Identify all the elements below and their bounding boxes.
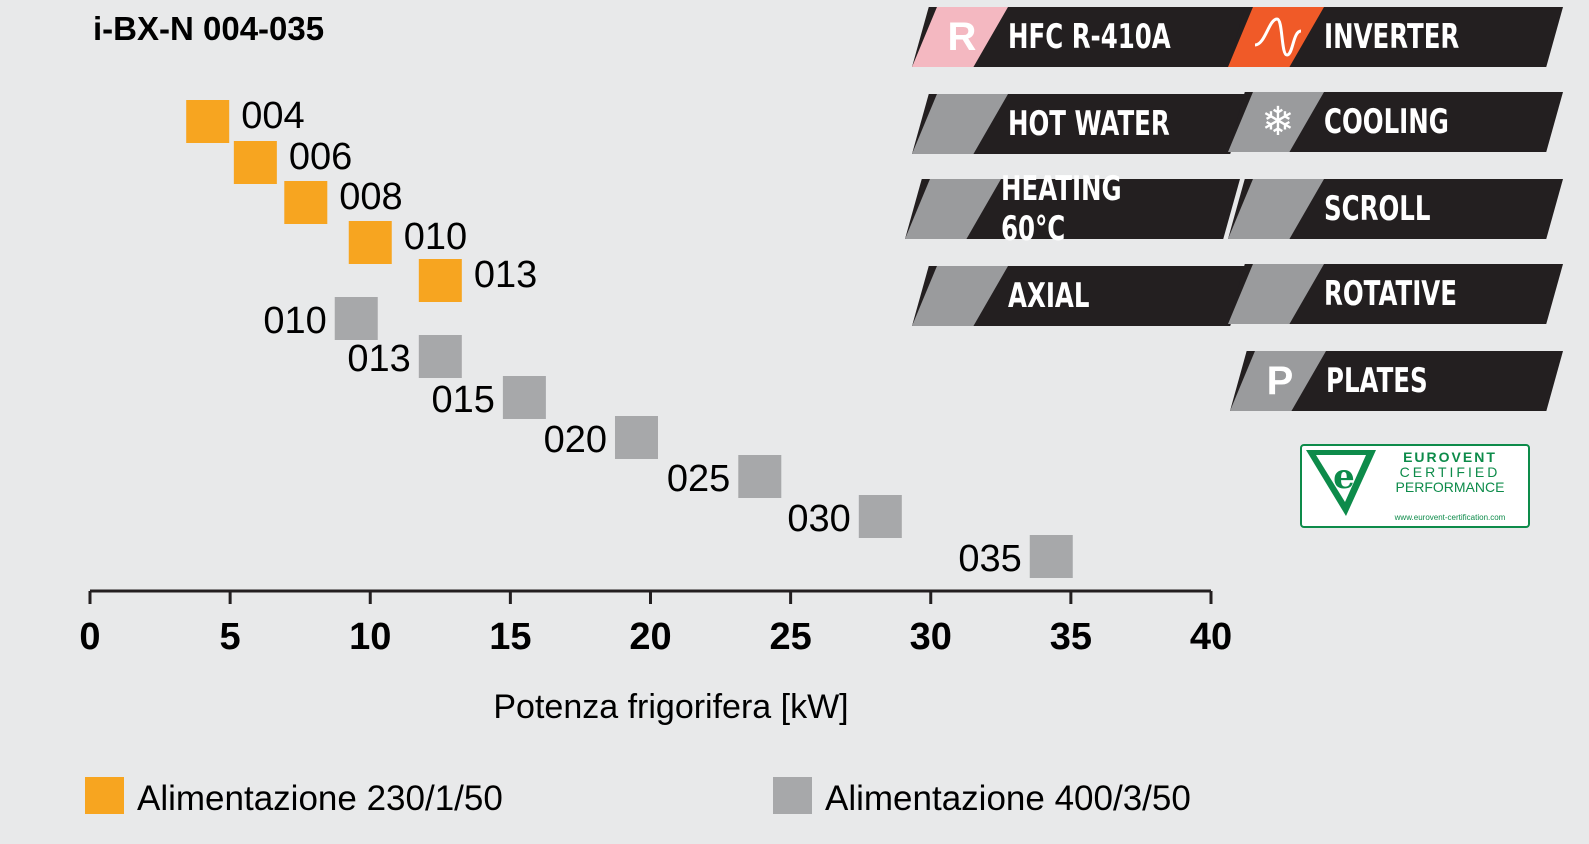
plates-p-icon-glyph: P <box>1266 358 1294 403</box>
flame-60-icon-glyph <box>923 179 987 239</box>
legend: Alimentazione 230/1/50 Alimentazione 400/… <box>85 777 1191 818</box>
marker-label-400v-025: 025 <box>667 458 730 500</box>
x-axis-label: Potenza frigorifera [kW] <box>493 688 848 726</box>
badge-label: PLATES <box>1326 361 1428 401</box>
x-tick-label: 35 <box>1050 616 1092 658</box>
marker-400v-035 <box>1029 535 1073 578</box>
marker-400v-025 <box>738 455 782 498</box>
badge-label: HEATING 60°C <box>1001 169 1122 249</box>
eurovent-e-icon: e <box>1333 457 1355 497</box>
x-tick-label: 25 <box>769 616 811 658</box>
eurovent-line2: CERTIFIED <box>1400 464 1501 480</box>
badge-label: ROTATIVE <box>1324 274 1457 314</box>
marker-label-400v-020: 020 <box>544 419 607 461</box>
badge-heating-60-c: HEATING 60°C <box>905 169 1240 249</box>
legend-label-1: Alimentazione 400/3/50 <box>825 779 1191 818</box>
inverter-wave-icon-glyph <box>1246 7 1310 67</box>
badge-label: INVERTER <box>1324 17 1460 57</box>
r-refrigerant-icon-glyph: R <box>947 14 977 59</box>
marker-label-230v-010: 010 <box>404 216 467 258</box>
chart-title: i-BX-N 004-035 <box>93 10 324 47</box>
shower-icon-glyph <box>930 94 994 154</box>
eurovent-line1: EUROVENT <box>1403 449 1497 465</box>
marker-label-230v-013: 013 <box>474 254 537 296</box>
badge-axial: AXIAL <box>912 266 1247 326</box>
badge-label: SCROLL <box>1324 189 1431 229</box>
x-tick-label: 0 <box>79 616 100 658</box>
marker-label-400v-015: 015 <box>431 379 494 421</box>
badge-hot-water: HOT WATER <box>912 94 1247 154</box>
x-tick-label: 15 <box>489 616 531 658</box>
x-tick-label: 10 <box>349 616 391 658</box>
eurovent-line3: PERFORMANCE <box>1396 479 1505 495</box>
x-tick-label: 30 <box>910 616 952 658</box>
marker-400v-020 <box>614 416 658 459</box>
marker-400v-015 <box>502 376 546 419</box>
marker-label-400v-030: 030 <box>787 498 850 540</box>
rotative-icon-glyph <box>1246 264 1310 324</box>
marker-400v-013 <box>418 335 462 378</box>
spiral-icon-glyph <box>1246 179 1310 239</box>
badge-hfc-r-410a: R HFC R-410A <box>912 7 1247 67</box>
snowflake-icon-glyph: ❄ <box>1261 100 1295 144</box>
marker-label-230v-006: 006 <box>289 136 352 178</box>
eurovent-certified-logo: e EUROVENT CERTIFIED PERFORMANCE www.eur… <box>1300 444 1530 528</box>
badge-label: HOT WATER <box>1008 104 1170 144</box>
marker-230v-004 <box>186 100 230 143</box>
badge-cooling: ❄ COOLING <box>1228 92 1563 152</box>
badge-label: AXIAL <box>1008 276 1090 316</box>
marker-label-400v-010: 010 <box>263 300 326 342</box>
badge-rotative: ROTATIVE <box>1228 264 1563 324</box>
badge-plates: P PLATES <box>1230 351 1563 411</box>
x-tick-label: 5 <box>220 616 241 658</box>
marker-label-400v-035: 035 <box>958 538 1021 580</box>
badge-scroll: SCROLL <box>1228 179 1563 239</box>
eurovent-url: www.eurovent-certification.com <box>1394 513 1506 522</box>
marker-label-230v-004: 004 <box>241 95 304 137</box>
marker-400v-010 <box>334 297 378 340</box>
badge-label: COOLING <box>1324 102 1449 142</box>
marker-label-230v-008: 008 <box>339 176 402 218</box>
marker-230v-013 <box>418 259 462 302</box>
marker-label-400v-013: 013 <box>347 338 410 380</box>
axial-fan-icon-glyph <box>930 266 994 326</box>
legend-swatch-0 <box>85 777 124 814</box>
marker-400v-030 <box>858 495 902 538</box>
x-tick-label: 40 <box>1190 616 1232 658</box>
x-tick-label: 20 <box>629 616 671 658</box>
legend-swatch-1 <box>773 777 812 814</box>
badge-label: HFC R-410A <box>1008 17 1171 57</box>
marker-230v-010 <box>348 221 392 264</box>
legend-label-0: Alimentazione 230/1/50 <box>137 779 503 818</box>
marker-230v-008 <box>284 181 328 224</box>
x-axis: 0 5 10 15 20 25 30 35 40 <box>79 589 1232 658</box>
badge-inverter: INVERTER <box>1228 7 1563 67</box>
marker-230v-006 <box>233 141 277 184</box>
